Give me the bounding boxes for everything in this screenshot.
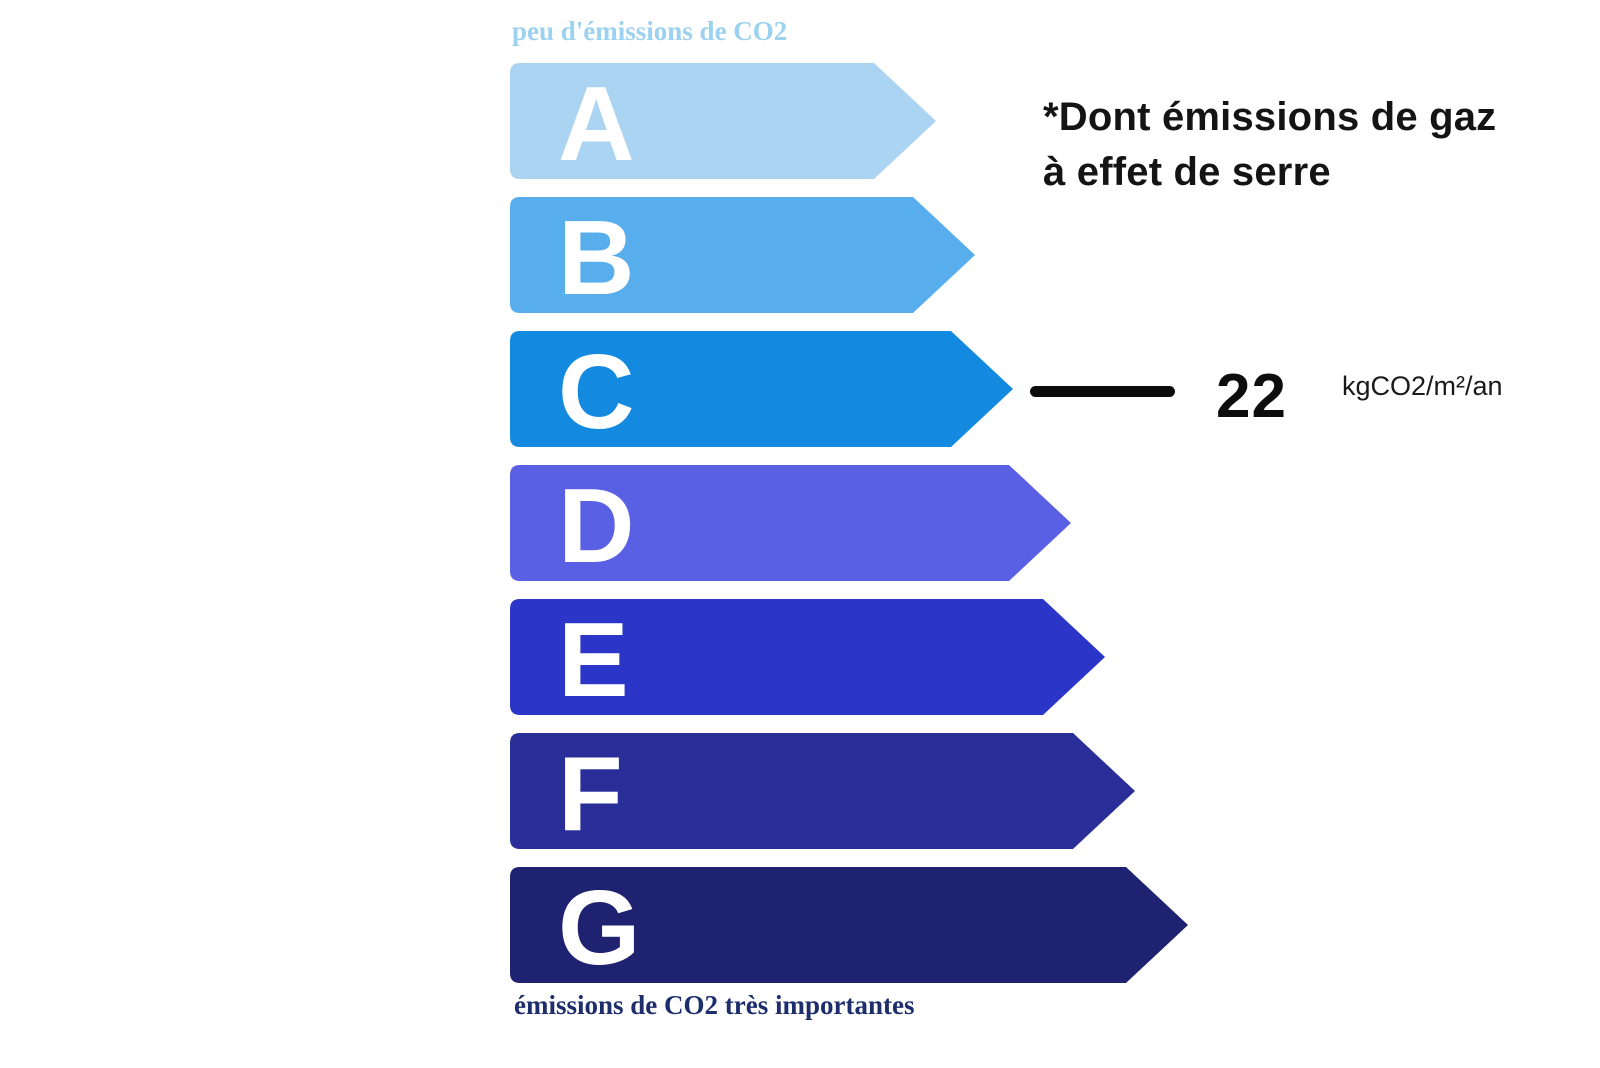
ges-arrow-shape-F (510, 733, 1135, 849)
ges-letter-A: A (558, 65, 635, 179)
ges-bar-B: B (510, 197, 975, 313)
heading-annotation: *Dont émissions de gaz à effet de serre (1043, 95, 1497, 194)
ges-arrow-E: E (510, 599, 1105, 715)
ges-letter-D: D (558, 467, 635, 581)
ges-arrow-shape-D (510, 465, 1071, 581)
ges-arrow-shape-B (510, 197, 975, 313)
ges-arrow-B: B (510, 197, 975, 313)
emission-value: 22 (1216, 362, 1287, 431)
ges-arrow-G: G (510, 867, 1188, 983)
ges-arrow-F: F (510, 733, 1135, 849)
ges-arrow-shape-A (510, 63, 936, 179)
ges-arrow-shape-C (510, 331, 1013, 447)
ges-letter-C: C (558, 333, 635, 447)
ges-bar-D: D (510, 465, 1071, 581)
ges-letter-B: B (558, 199, 635, 313)
scale-top-label: peu d'émissions de CO2 (512, 16, 788, 46)
ges-arrow-A: A (510, 63, 936, 179)
emission-unit: kgCO2/m²/an (1342, 371, 1503, 401)
ges-bar-F: F (510, 733, 1135, 849)
ges-bar-E: E (510, 599, 1105, 715)
ges-bar-G: G (510, 867, 1188, 983)
ges-letter-G: G (558, 869, 640, 983)
ges-bar-A: A (510, 63, 936, 179)
value-marker-line (1030, 386, 1175, 397)
ges-bar-C: C (510, 331, 1013, 447)
ges-letter-E: E (558, 601, 629, 715)
ges-arrow-shape-G (510, 867, 1188, 983)
ges-arrow-C: C (510, 331, 1013, 447)
ges-arrow-D: D (510, 465, 1071, 581)
ges-letter-F: F (558, 735, 623, 849)
ges-arrow-shape-E (510, 599, 1105, 715)
scale-bottom-label: émissions de CO2 très importantes (514, 990, 915, 1020)
